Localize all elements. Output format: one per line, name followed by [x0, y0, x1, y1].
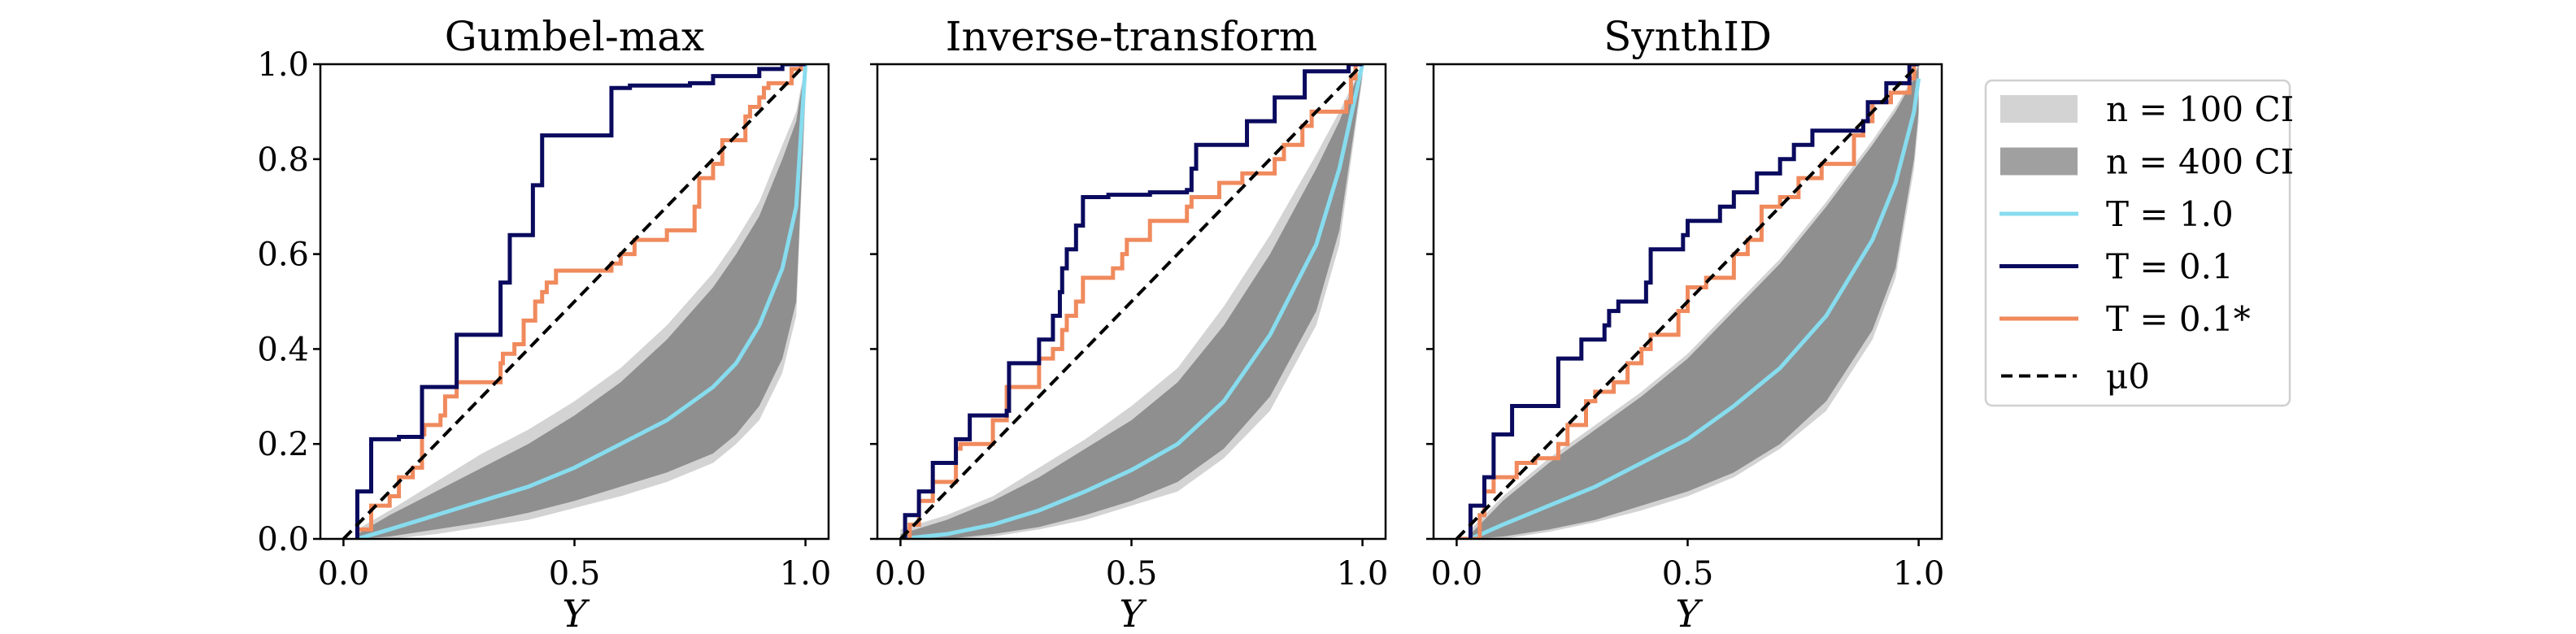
- plot-area: [342, 64, 808, 539]
- x-tick-label: 1.0: [1337, 555, 1389, 593]
- legend-item: T = 1.0: [1999, 194, 2234, 234]
- legend-swatch: [2000, 95, 2078, 123]
- line-mu0: [899, 64, 1364, 539]
- line-T1.0: [900, 64, 1365, 539]
- y-tick-label: 0.2: [257, 426, 309, 463]
- y-tick-label: 1.0: [257, 46, 309, 84]
- line-T1.0: [356, 64, 808, 539]
- legend-swatch: [2000, 147, 2078, 176]
- x-tick-label: 0.5: [1662, 555, 1714, 593]
- x-tick-label: 0.5: [1106, 555, 1158, 593]
- line-T0.1: [355, 64, 806, 539]
- x-tick-label: 0.0: [318, 555, 370, 593]
- subplot-inverse-transform: 0.0 0.5 1.0 Inverse-transform Y: [870, 13, 1388, 634]
- ci-band-n400: [1470, 64, 1919, 539]
- legend-item: n = 100 CI: [2000, 89, 2294, 129]
- legend-item: T = 0.1*: [1999, 299, 2251, 339]
- x-axis-label: Y: [1675, 592, 1704, 634]
- subplot-title: Inverse-transform: [946, 13, 1317, 60]
- ci-band-n400: [357, 64, 806, 539]
- x-tick-label: 0.0: [875, 555, 927, 593]
- line-T0.1: [903, 64, 1363, 539]
- x-tick-label: 0.5: [549, 555, 601, 593]
- subplot-synthid: 0.0 0.5 1.0 SynthID Y: [1426, 13, 1944, 634]
- legend-item: n = 400 CI: [2000, 142, 2294, 182]
- y-tick-label: 0.0: [257, 521, 309, 558]
- y-tick-label: 0.8: [257, 141, 309, 179]
- x-axis-label: Y: [1119, 592, 1147, 634]
- line-T1.0: [1469, 78, 1921, 539]
- legend-label: T = 0.1: [2106, 247, 2234, 287]
- subplot-gumbel-max: 0.0 0.5 1.0 0.0 0.2 0.4 0.6 0.8 1.0 Gumbel-max Y: [257, 13, 831, 634]
- line-mu0: [342, 64, 807, 539]
- ci-band-n400: [900, 64, 1363, 539]
- legend-label: μ0: [2106, 357, 2150, 397]
- legend-label: T = 0.1*: [2106, 299, 2251, 339]
- legend-label: T = 1.0: [2106, 194, 2234, 234]
- legend-item: μ0: [2001, 357, 2150, 397]
- x-tick-label: 0.0: [1431, 555, 1483, 593]
- x-tick-label: 1.0: [780, 555, 832, 593]
- y-tick-label: 0.6: [257, 237, 309, 274]
- legend-label: n = 100 CI: [2106, 89, 2294, 129]
- line-T0.1-star: [907, 64, 1363, 539]
- line-T0.1: [1468, 64, 1919, 539]
- legend: n = 100 CI n = 400 CI T = 1.0 T = 0.1 T = 0.…: [1984, 79, 2294, 407]
- plot-area: [899, 64, 1365, 539]
- line-mu0: [1455, 64, 1921, 539]
- y-tick-label: 0.4: [257, 331, 309, 368]
- subplot-title: SynthID: [1603, 13, 1772, 60]
- legend-label: n = 400 CI: [2106, 142, 2294, 182]
- ci-band-n100: [1470, 64, 1919, 539]
- x-tick-label: 1.0: [1893, 555, 1945, 593]
- x-axis-label: Y: [562, 592, 590, 634]
- subplot-title: Gumbel-max: [445, 13, 704, 60]
- plot-area: [1455, 64, 1921, 539]
- legend-item: T = 0.1: [1999, 247, 2234, 287]
